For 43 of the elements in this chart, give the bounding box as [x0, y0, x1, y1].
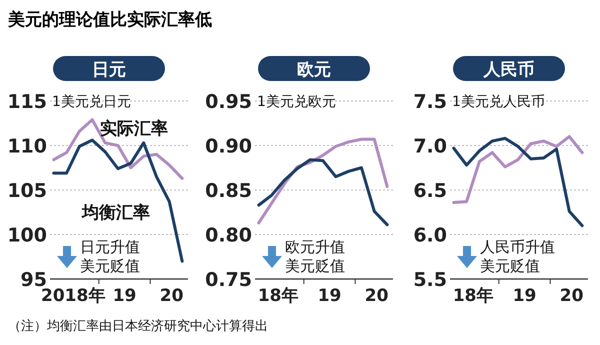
x-tick-label: 20 — [364, 286, 389, 306]
y-tick-label: 0.95 — [205, 91, 252, 113]
x-tick-label: 18年 — [452, 286, 494, 306]
line-series — [52, 118, 184, 180]
y-tick-label: 100 — [7, 224, 47, 246]
annotation: 日元升值 — [80, 238, 140, 256]
x-tick-label: 18年 — [258, 286, 298, 306]
x-tick-label: 19 — [512, 286, 536, 306]
y-tick-label: 0.75 — [205, 269, 252, 291]
series-label: 均衡汇率 — [81, 203, 150, 223]
chart-title: 美元的理论值比实际汇率低 — [7, 10, 212, 30]
y-tick-label: 7.5 — [413, 91, 447, 113]
line-series — [452, 135, 584, 204]
annotation: 美元贬值 — [480, 257, 540, 275]
x-tick-label: 19 — [112, 286, 136, 306]
y-tick-label: 6.0 — [413, 224, 447, 246]
line-series — [452, 136, 584, 228]
annotation: 1美元兑日元 — [52, 94, 131, 110]
chart-subtitle: 欧元 — [297, 60, 331, 80]
y-tick-label: 0.80 — [205, 224, 252, 246]
annotation: 人民币升值 — [480, 238, 555, 256]
y-tick-label: 105 — [7, 180, 47, 202]
chart-subtitle: 人民币 — [482, 60, 534, 80]
x-tick-label: 2018年 — [40, 286, 106, 306]
annotation: 美元贬值 — [80, 257, 140, 275]
series-label: 实际汇率 — [100, 119, 168, 139]
line-series — [257, 158, 389, 226]
chart-subtitle: 日元 — [92, 60, 126, 80]
y-tick-label: 115 — [7, 91, 47, 113]
annotation: 欧元升值 — [285, 238, 345, 256]
y-tick-label: 7.0 — [413, 136, 447, 158]
x-tick-label: 19 — [318, 286, 342, 306]
y-tick-label: 5.5 — [413, 269, 447, 291]
x-tick-label: 20 — [160, 286, 184, 306]
annotation: 1美元兑人民币 — [452, 94, 545, 110]
y-tick-label: 6.5 — [413, 180, 447, 202]
annotation: 1美元兑欧元 — [257, 94, 336, 110]
y-tick-label: 0.85 — [205, 180, 252, 202]
annotation: 美元贬值 — [285, 257, 345, 275]
y-tick-label: 0.90 — [205, 136, 252, 158]
x-tick-label: 20 — [560, 286, 584, 306]
y-tick-label: 110 — [7, 136, 47, 158]
text: （注）均衡汇率由日本经济研究中心计算得出 — [8, 318, 268, 334]
